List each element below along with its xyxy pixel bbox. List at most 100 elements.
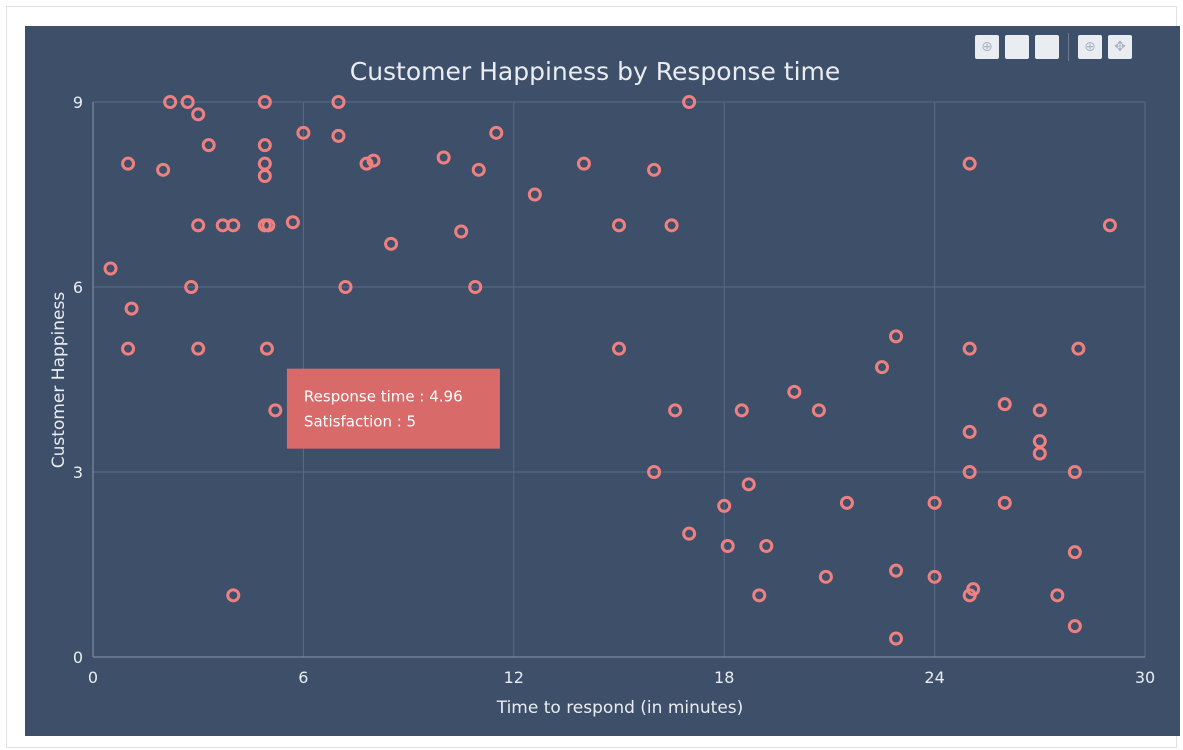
data-point[interactable] — [1032, 403, 1047, 418]
chart-title: Customer Happiness by Response time — [350, 57, 841, 86]
data-point[interactable] — [226, 588, 241, 603]
data-point[interactable] — [664, 218, 679, 233]
data-point[interactable] — [527, 187, 542, 202]
data-point[interactable] — [184, 280, 199, 294]
data-point[interactable] — [818, 569, 833, 584]
data-point[interactable] — [576, 156, 591, 171]
data-point[interactable] — [811, 403, 826, 418]
data-point[interactable] — [163, 95, 178, 109]
blank-icon[interactable] — [1005, 35, 1029, 59]
data-point[interactable] — [997, 495, 1012, 510]
data-point[interactable] — [647, 465, 662, 479]
data-point[interactable] — [384, 236, 399, 251]
data-point[interactable] — [752, 588, 767, 603]
tooltip-box — [286, 368, 500, 449]
data-point[interactable] — [612, 341, 626, 356]
data-point[interactable] — [1032, 434, 1047, 449]
data-points[interactable] — [103, 95, 1117, 646]
data-point[interactable] — [889, 563, 904, 578]
tooltip: Response time : 4.96 Satisfaction : 5 — [286, 368, 500, 449]
data-point[interactable] — [454, 224, 469, 239]
data-point[interactable] — [741, 477, 756, 492]
data-point[interactable] — [962, 156, 977, 171]
axis-labels: 0 6 12 18 24 30 0 3 6 9 — [73, 93, 1155, 687]
data-point[interactable] — [180, 95, 195, 109]
data-point[interactable] — [647, 162, 662, 177]
data-point[interactable] — [257, 95, 272, 109]
data-point[interactable] — [201, 138, 216, 153]
data-point[interactable] — [468, 280, 483, 294]
data-point[interactable] — [191, 341, 206, 356]
zoom-in-icon[interactable]: ⊕ — [1078, 35, 1102, 59]
data-point[interactable] — [259, 341, 274, 356]
data-point[interactable] — [875, 360, 889, 375]
blank-icon[interactable] — [1035, 35, 1059, 59]
data-point[interactable] — [997, 397, 1012, 412]
data-point[interactable] — [331, 95, 346, 109]
y-tick-label: 9 — [73, 93, 83, 112]
data-point[interactable] — [338, 280, 353, 294]
x-tick-label: 6 — [298, 668, 308, 687]
data-point[interactable] — [759, 539, 774, 553]
data-point[interactable] — [121, 341, 136, 356]
data-point[interactable] — [1050, 588, 1065, 603]
x-tick-label: 18 — [714, 668, 734, 687]
y-axis-title: Customer Happiness — [49, 292, 69, 469]
data-point[interactable] — [839, 495, 854, 510]
data-point[interactable] — [962, 424, 977, 439]
y-tick-label: 6 — [73, 278, 83, 297]
tooltip-line-2: Satisfaction : 5 — [304, 413, 416, 431]
data-point[interactable] — [103, 261, 118, 276]
grid-lines — [92, 101, 1146, 658]
data-point[interactable] — [682, 526, 697, 541]
chart-panel — [25, 26, 1180, 736]
data-point[interactable] — [257, 156, 272, 171]
data-point[interactable] — [257, 169, 272, 183]
data-point[interactable] — [1067, 465, 1082, 479]
data-point[interactable] — [156, 162, 171, 177]
data-point[interactable] — [1102, 218, 1117, 233]
data-point[interactable] — [927, 569, 942, 584]
data-point[interactable] — [734, 403, 749, 418]
data-point[interactable] — [962, 465, 977, 479]
data-point[interactable] — [717, 498, 732, 513]
data-point[interactable] — [191, 218, 206, 233]
data-point[interactable] — [889, 329, 904, 344]
data-point[interactable] — [257, 138, 272, 153]
data-point[interactable] — [612, 218, 626, 233]
toolbar-separator — [1068, 33, 1069, 61]
data-point[interactable] — [1067, 619, 1082, 634]
data-point[interactable] — [787, 384, 802, 399]
x-axis-title: Time to respond (in minutes) — [496, 698, 744, 718]
data-point[interactable] — [121, 156, 136, 171]
data-point[interactable] — [962, 341, 977, 356]
data-point[interactable] — [331, 128, 346, 143]
data-point[interactable] — [668, 403, 683, 418]
data-point[interactable] — [889, 631, 904, 646]
data-point[interactable] — [285, 215, 300, 230]
data-point[interactable] — [1032, 446, 1047, 461]
data-point[interactable] — [268, 403, 283, 418]
data-point[interactable] — [1071, 341, 1086, 356]
data-point[interactable] — [1067, 545, 1082, 560]
data-point[interactable] — [366, 153, 381, 168]
data-point[interactable] — [261, 218, 276, 233]
zoom-icon[interactable]: ⊕ — [975, 35, 999, 59]
data-point[interactable] — [720, 539, 735, 553]
data-point[interactable] — [191, 107, 206, 122]
data-point[interactable] — [296, 125, 311, 140]
data-point[interactable] — [966, 582, 981, 597]
x-tick-label: 24 — [924, 668, 944, 687]
data-point[interactable] — [124, 301, 139, 316]
tooltip-line-1: Response time : 4.96 — [304, 388, 463, 406]
data-point[interactable] — [436, 150, 451, 165]
pan-icon[interactable]: ✥ — [1108, 35, 1132, 59]
data-point[interactable] — [359, 156, 374, 171]
data-point[interactable] — [927, 495, 942, 510]
data-point[interactable] — [471, 162, 486, 177]
data-point[interactable] — [226, 218, 241, 233]
x-tick-label: 12 — [504, 668, 524, 687]
data-point[interactable] — [682, 95, 697, 109]
data-point[interactable] — [489, 125, 504, 140]
